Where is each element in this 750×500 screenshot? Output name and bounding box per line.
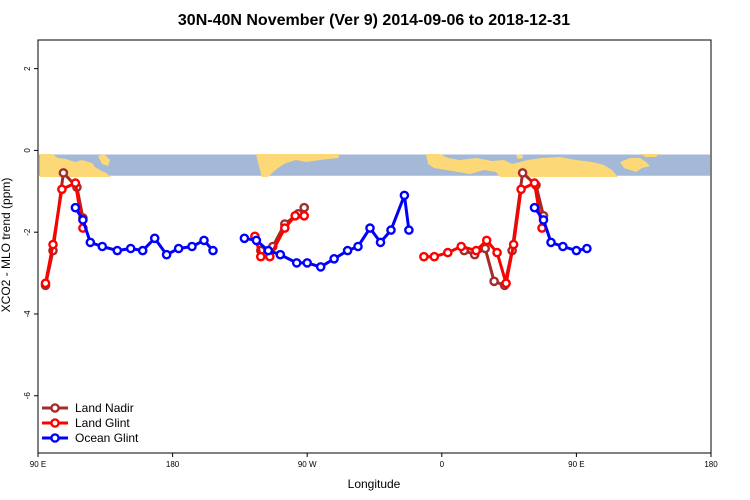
data-point <box>70 202 81 213</box>
legend-swatch-marker <box>50 418 60 428</box>
chart-title: 30N-40N November (Ver 9) 2014-09-06 to 2… <box>178 12 570 29</box>
data-point <box>365 223 375 233</box>
series-line <box>463 171 545 287</box>
plot-frame <box>37 39 712 454</box>
data-point <box>112 245 123 256</box>
x-tick-label: 180 <box>704 460 718 469</box>
data-point <box>386 225 396 235</box>
data-point <box>199 235 209 246</box>
data-point <box>78 215 88 225</box>
data-point <box>97 241 108 252</box>
data-point <box>299 210 310 221</box>
data-point <box>187 241 197 252</box>
data-point <box>239 233 250 244</box>
data-point <box>279 223 290 233</box>
y-tick-label: -4 <box>23 310 32 318</box>
data-point <box>481 235 492 246</box>
data-point <box>299 202 310 213</box>
data-point <box>302 258 313 268</box>
data-point <box>419 251 429 262</box>
data-point <box>429 251 440 262</box>
x-tick-label: 90 E <box>568 460 584 469</box>
data-point <box>353 241 363 252</box>
data-point <box>208 245 218 256</box>
data-point <box>516 184 526 195</box>
legend-label: Land Nadir <box>75 401 134 415</box>
legend-item-ocean-glint: Ocean Glint <box>42 431 139 445</box>
data-point <box>70 178 81 188</box>
series-layer <box>40 168 592 291</box>
data-point <box>546 237 556 248</box>
legend-label: Ocean Glint <box>75 431 139 445</box>
data-point <box>137 245 148 256</box>
data-point <box>492 247 502 258</box>
series-line <box>44 181 85 284</box>
data-point <box>161 249 172 260</box>
data-point <box>57 184 67 195</box>
world-map-strip <box>39 154 710 177</box>
legend-swatch-marker <box>50 433 60 443</box>
data-point <box>48 239 58 250</box>
series-land-nadir <box>40 168 549 291</box>
x-axis: 90 E 180 90 W 0 90 E 180 <box>30 453 718 469</box>
data-point <box>529 178 540 188</box>
data-point <box>85 237 96 248</box>
data-point <box>442 247 453 258</box>
data-point <box>501 278 511 289</box>
data-point <box>125 243 136 254</box>
data-point <box>582 243 592 254</box>
x-tick-label: 90 E <box>30 460 46 469</box>
data-point <box>342 245 353 256</box>
y-axis-label: XCO2 - MLO trend (ppm) <box>0 178 13 313</box>
data-point <box>255 251 266 262</box>
y-tick-label: -2 <box>23 228 32 236</box>
data-point <box>404 225 414 235</box>
data-point <box>275 249 286 260</box>
data-point <box>251 235 262 246</box>
data-point <box>517 168 528 178</box>
series-ocean-glint <box>70 190 592 272</box>
data-point <box>263 245 274 256</box>
data-point <box>508 239 519 250</box>
data-point <box>471 245 482 256</box>
y-tick-label: 0 <box>23 148 32 153</box>
data-point <box>290 210 301 221</box>
data-point <box>40 278 51 289</box>
x-tick-label: 180 <box>166 460 180 469</box>
data-point <box>489 276 499 287</box>
legend-label: Land Glint <box>75 416 130 430</box>
data-point <box>571 245 582 256</box>
data-point <box>173 243 184 254</box>
data-point <box>58 168 69 178</box>
data-point <box>529 202 540 213</box>
data-point <box>538 215 549 225</box>
data-point <box>558 241 568 252</box>
data-point <box>291 258 302 268</box>
map-land <box>40 154 660 177</box>
series-land-glint <box>40 178 547 289</box>
y-tick-label: 2 <box>23 66 32 71</box>
x-axis-label: Longitude <box>348 477 401 491</box>
legend-swatch-marker <box>50 403 60 413</box>
data-point <box>149 233 160 244</box>
data-point <box>456 241 467 252</box>
legend-item-land-glint: Land Glint <box>42 416 130 430</box>
data-point <box>399 190 410 201</box>
data-point <box>329 253 339 264</box>
series-line <box>423 181 544 285</box>
legend-item-land-nadir: Land Nadir <box>42 401 134 415</box>
y-axis: 2 0 -2 -4 -6 <box>23 66 38 399</box>
y-tick-label: -6 <box>23 392 32 400</box>
x-tick-label: 0 <box>440 460 445 469</box>
x-tick-label: 90 W <box>298 460 317 469</box>
data-point <box>315 262 326 272</box>
data-point <box>375 237 386 248</box>
